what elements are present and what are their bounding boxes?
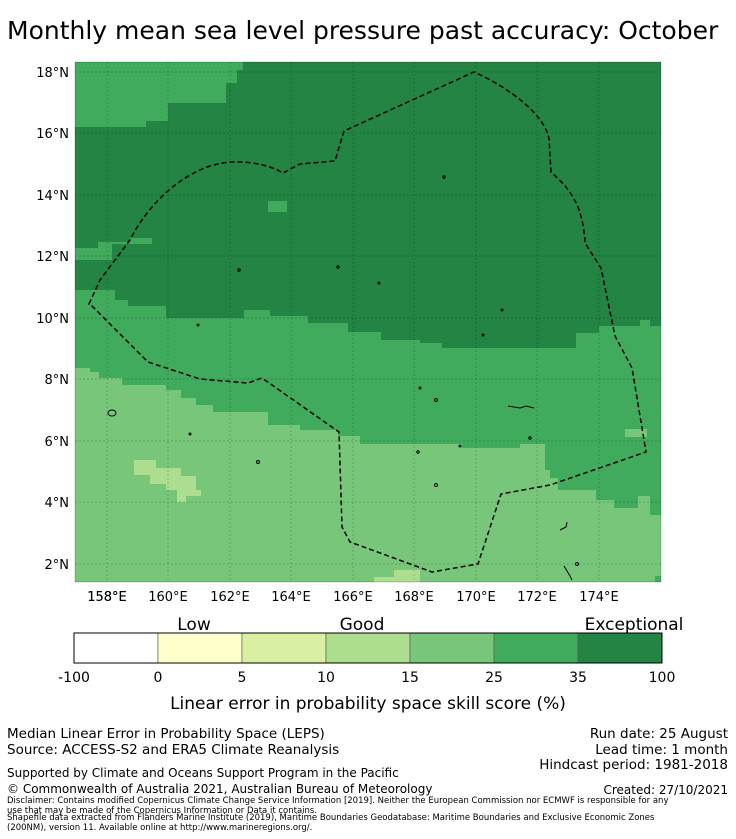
run-date: Run date: 25 August	[589, 726, 728, 742]
copyright-line: © Commonwealth of Australia 2021, Austra…	[7, 782, 433, 796]
colorbar-cell	[73, 632, 159, 664]
cbar-tick: -100	[58, 670, 90, 686]
leps-line: Median Linear Error in Probability Space…	[7, 726, 325, 742]
lon-tick: 164°E	[271, 590, 311, 605]
lat-tick: 4°N	[45, 496, 70, 511]
lon-tick: 168°E	[394, 590, 434, 605]
category-label-good: Good	[340, 615, 385, 635]
category-label-exceptional: Exceptional	[585, 615, 684, 635]
colorbar-cell	[241, 632, 327, 664]
skill-map: 18°N 16°N 14°N 12°N 10°N 8°N 6°N 4°N 2°N…	[36, 61, 662, 600]
lon-tick: 158°E	[87, 590, 127, 605]
lat-tick: 8°N	[45, 373, 70, 388]
lon-tick: 172°E	[517, 590, 557, 605]
colorbar-frame	[73, 632, 663, 664]
lon-tick: 160°E	[148, 590, 188, 605]
cbar-tick: 25	[485, 670, 503, 686]
disclaimer-line: Disclaimer: Contains modified Copernicus…	[7, 796, 669, 806]
disclaimer-line: (200NM), version 11. Available online at…	[7, 823, 313, 833]
cbar-tick: 15	[401, 670, 419, 686]
lon-tick: 166°E	[333, 590, 373, 605]
lat-tick: 2°N	[45, 558, 70, 573]
lat-axis: 18°N 16°N 14°N 12°N 10°N 8°N 6°N 4°N 2°N	[36, 66, 69, 573]
gridlines	[75, 62, 661, 582]
eez-boundary	[87, 71, 647, 573]
source-line: Source: ACCESS-S2 and ERA5 Climate Reana…	[7, 742, 340, 758]
lead-time: Lead time: 1 month	[595, 742, 728, 758]
lat-tick: 12°N	[36, 250, 69, 265]
cbar-tick: 5	[238, 670, 247, 686]
category-label-low: Low	[177, 615, 211, 635]
created-date: Created: 27/10/2021	[603, 783, 728, 797]
lon-tick: 162°E	[210, 590, 250, 605]
lat-tick: 10°N	[36, 312, 69, 327]
colorbar-label: Linear error in probability space skill …	[170, 694, 566, 714]
lon-tick: 170°E	[456, 590, 496, 605]
lon-axis-labels: 158°E 160°E 162°E 164°E 166°E 168°E 170°…	[87, 590, 619, 605]
colorbar-cell	[577, 632, 663, 664]
map-frame	[74, 61, 662, 583]
lon-axis: 158°E	[87, 590, 127, 600]
colorbar-cell	[493, 632, 579, 664]
colorbar-cell	[157, 632, 243, 664]
disclaimer-line: use that may be made of the Copernicus I…	[7, 806, 318, 816]
cbar-tick: 35	[569, 670, 587, 686]
colorbar-cell	[409, 632, 495, 664]
lat-tick: 18°N	[36, 66, 69, 81]
lon-tick: 174°E	[579, 590, 619, 605]
lat-tick: 14°N	[36, 189, 69, 204]
lon-tick: 158°E	[87, 590, 127, 600]
cbar-tick: 10	[317, 670, 335, 686]
supported-line: Supported by Climate and Oceans Support …	[7, 766, 399, 780]
hindcast-period: Hindcast period: 1981-2018	[539, 757, 728, 773]
colorbar-cells	[73, 632, 663, 664]
cbar-tick: 0	[154, 670, 163, 686]
lat-tick: 16°N	[36, 127, 69, 142]
map-title: Monthly mean sea level pressure past acc…	[7, 16, 719, 45]
lat-tick: 6°N	[45, 435, 70, 450]
skill-field	[75, 62, 661, 582]
islands	[107, 175, 579, 581]
disclaimer-line: Shapefile data extracted from Flanders M…	[7, 813, 655, 823]
colorbar-cell	[325, 632, 411, 664]
cbar-tick: 100	[649, 670, 676, 686]
